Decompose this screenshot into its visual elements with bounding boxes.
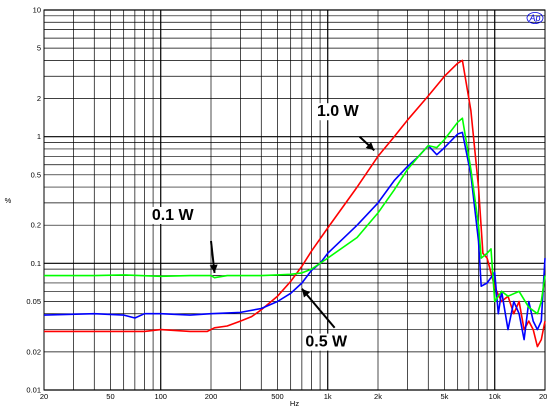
x-tick-label: 200: [205, 392, 218, 401]
annotation-label: 0.5 W: [305, 334, 348, 351]
plot-frame: [43, 9, 546, 391]
annotation-label-bg: [314, 103, 362, 121]
x-axis-label: Hz: [290, 399, 299, 408]
minor-grid: [43, 10, 546, 390]
annotations: 1.0 W 0.1 W 0.5 W: [149, 103, 375, 351]
logo-ellipse: [526, 12, 544, 24]
x-tick-label: 500: [271, 392, 284, 401]
annotation-arrow-head: [365, 141, 375, 151]
annotation-label-bg: [149, 206, 197, 224]
x-tick-label: 100: [154, 392, 167, 401]
x-tick-label: 20: [40, 392, 48, 401]
y-tick-label: 0.02: [26, 347, 41, 356]
y-tick-label: 0.2: [31, 221, 41, 230]
y-tick-labels: 0.01 0.02 0.05 0.1 0.2 0.5 1 2 5 10: [26, 6, 41, 395]
annotation-label: 1.0 W: [317, 103, 360, 120]
x-tick-label: 20k: [539, 392, 547, 401]
y-tick-label: 0.01: [26, 386, 41, 395]
ap-logo: Ap: [526, 12, 544, 24]
y-tick-label: 1: [37, 132, 41, 141]
y-axis-label: %: [5, 196, 12, 205]
y-tick-label: 5: [37, 44, 41, 53]
y-tick-label: 2: [37, 94, 41, 103]
x-tick-label: 1k: [324, 392, 332, 401]
major-grid: [44, 9, 545, 391]
x-tick-label: 5k: [440, 392, 448, 401]
annotation-label-bg: [303, 333, 351, 351]
x-tick-label: 2k: [374, 392, 382, 401]
y-tick-label: 10: [33, 6, 41, 15]
x-tick-label: 10k: [489, 392, 501, 401]
series-line-1: [44, 59, 546, 348]
y-tick-label: 0.05: [26, 297, 41, 306]
x-tick-label: 50: [106, 392, 114, 401]
x-tick-labels: 20 50 100 200 500 1k 2k 5k 10k 20k: [40, 392, 547, 401]
series-layer: [43, 59, 546, 348]
annotation-label: 0.1 W: [152, 207, 195, 224]
y-tick-label: 0.5: [31, 170, 41, 179]
annotation-arrow-head: [209, 264, 218, 273]
annotation-arrow-shaft: [301, 288, 336, 329]
y-tick-label: 0.1: [31, 259, 41, 268]
series-line-3: [44, 117, 546, 315]
annotation-arrow-head: [301, 288, 311, 298]
logo-text: Ap: [528, 13, 540, 23]
